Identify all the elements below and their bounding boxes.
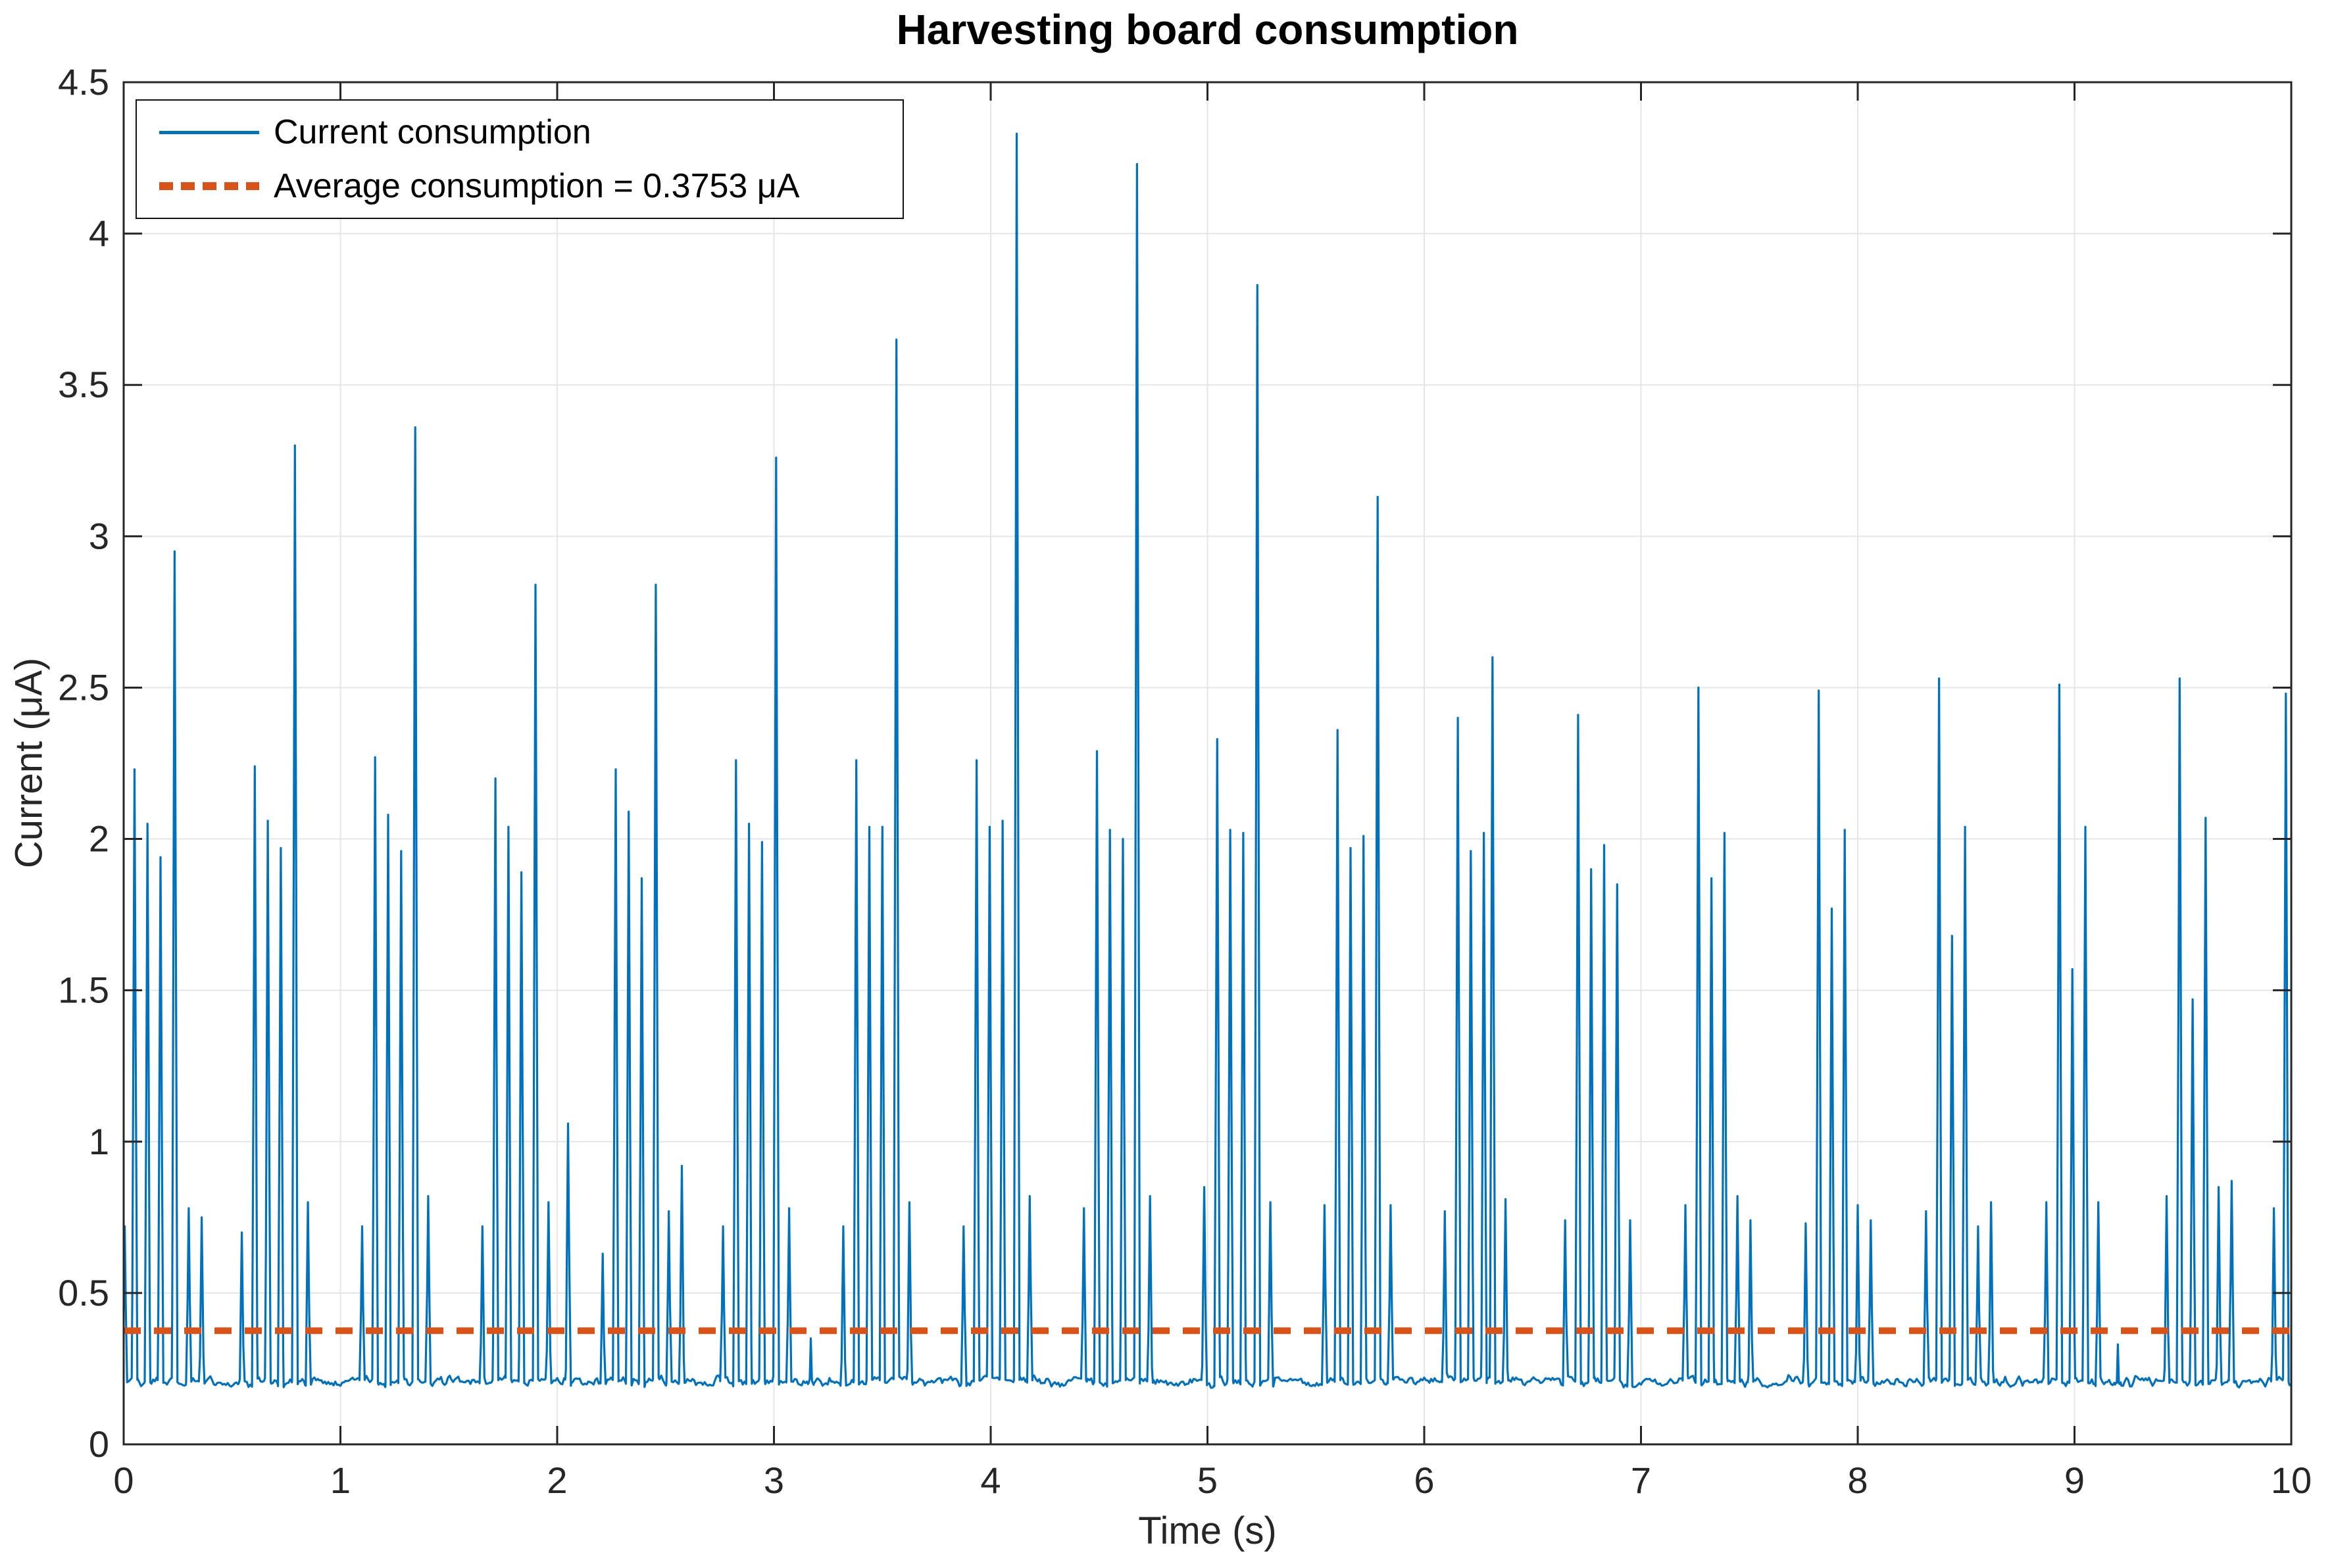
y-tick-label: 1.5 [58, 969, 109, 1011]
legend-item-average: Average consumption = 0.3753 μA [159, 166, 903, 206]
x-tick-label: 8 [1847, 1459, 1868, 1501]
x-tick-label: 10 [2271, 1459, 2312, 1501]
legend-item-label: Current consumption [274, 113, 591, 151]
legend-dotted-line-swatch [159, 182, 259, 190]
chart-title: Harvesting board consumption [896, 6, 1519, 53]
legend: Current consumption Average consumption … [136, 99, 904, 219]
y-tick-label: 4.5 [58, 61, 109, 103]
y-tick-label: 4 [89, 212, 109, 254]
y-tick-label: 0 [89, 1423, 109, 1465]
y-tick-label: 3.5 [58, 364, 109, 405]
x-tick-label: 4 [980, 1459, 1001, 1501]
legend-item-label: Average consumption = 0.3753 μA [274, 167, 800, 205]
y-axis-label: Current (μA) [7, 657, 51, 869]
x-axis-label: Time (s) [1138, 1509, 1277, 1552]
x-tick-label: 3 [764, 1459, 784, 1501]
y-tick-label: 3 [89, 515, 109, 556]
legend-item-current: Current consumption [159, 112, 903, 152]
x-tick-label: 7 [1631, 1459, 1651, 1501]
x-tick-label: 2 [547, 1459, 567, 1501]
y-tick-label: 1 [89, 1121, 109, 1162]
y-tick-label: 0.5 [58, 1272, 109, 1313]
x-tick-label: 1 [330, 1459, 351, 1501]
x-tick-label: 6 [1414, 1459, 1434, 1501]
current-consumption-line [122, 132, 2293, 1389]
y-tick-label: 2 [89, 818, 109, 860]
legend-solid-line-swatch [159, 130, 259, 134]
x-tick-label: 5 [1197, 1459, 1218, 1501]
x-tick-label: 0 [113, 1459, 134, 1501]
x-tick-label: 9 [2064, 1459, 2085, 1501]
y-tick-label: 2.5 [58, 666, 109, 708]
